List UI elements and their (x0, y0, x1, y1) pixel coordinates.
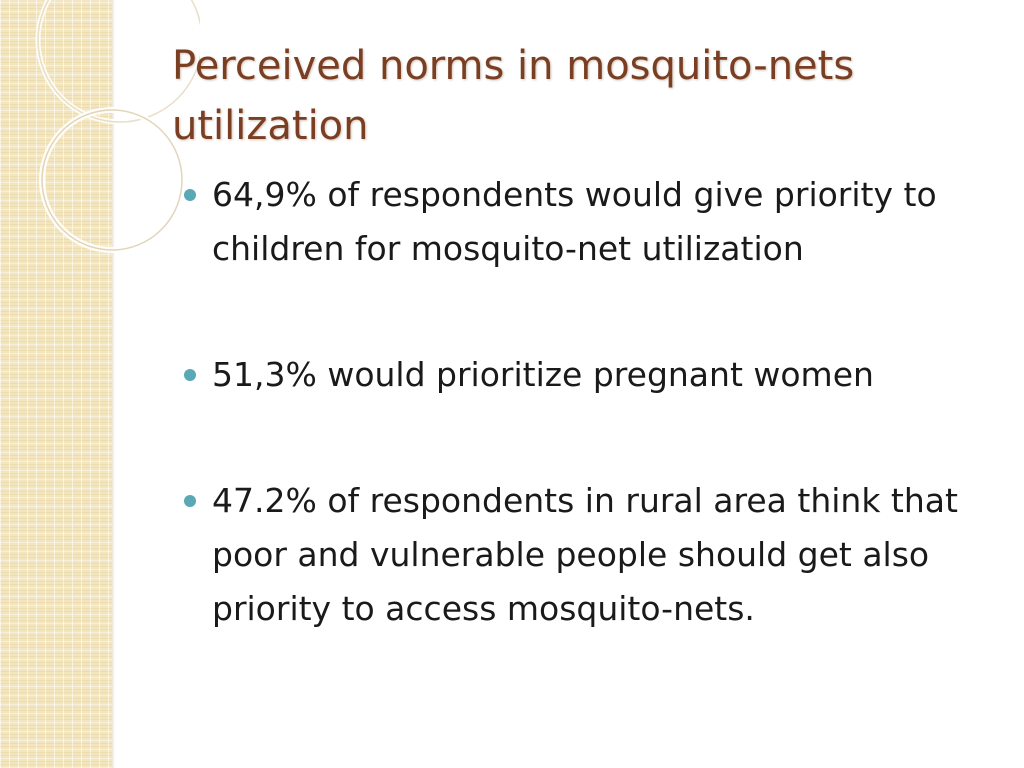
bullet-text: 51,3% would prioritize pregnant women (212, 355, 874, 394)
bullet-item: 47.2% of respondents in rural area think… (180, 474, 990, 636)
side-panel-edge (112, 0, 115, 768)
slide-title: Perceived norms in mosquito-nets utiliza… (172, 43, 855, 149)
bullet-item: 64,9% of respondents would give priority… (180, 168, 990, 276)
decorative-side-panel (0, 0, 112, 768)
bullet-dot-icon (184, 495, 196, 507)
bullet-list: 64,9% of respondents would give priority… (180, 168, 990, 636)
bullet-dot-icon (184, 189, 196, 201)
bullet-item: 51,3% would prioritize pregnant women (180, 348, 990, 402)
bullet-dot-icon (184, 369, 196, 381)
bullet-text: 47.2% of respondents in rural area think… (212, 481, 958, 628)
bullet-text: 64,9% of respondents would give priority… (212, 175, 937, 268)
